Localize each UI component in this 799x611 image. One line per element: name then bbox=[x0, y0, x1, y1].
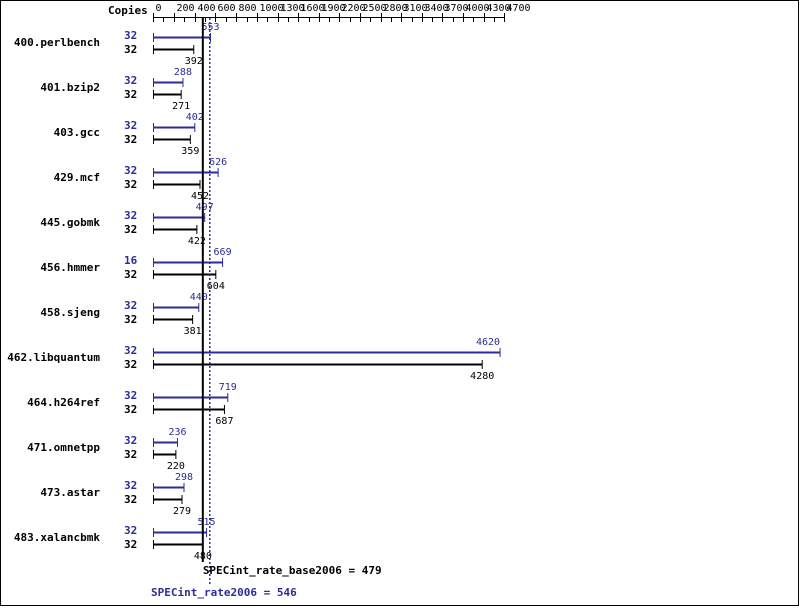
benchmark-name: 471.omnetpp bbox=[27, 441, 100, 454]
benchmark-name: 458.sjeng bbox=[40, 306, 100, 319]
base-value-label: 422 bbox=[188, 236, 206, 247]
peak-value-label: 515 bbox=[198, 517, 216, 528]
x-tick-label: 800 bbox=[239, 3, 257, 14]
base-value-label: 381 bbox=[184, 326, 202, 337]
peak-value-label: 669 bbox=[214, 247, 232, 258]
x-tick-label: 4000 bbox=[466, 3, 490, 14]
x-tick-label: 0 bbox=[156, 3, 162, 14]
base-value-label: 279 bbox=[173, 506, 191, 517]
x-tick-label: 3100 bbox=[404, 3, 428, 14]
base-value-label: 220 bbox=[167, 461, 185, 472]
base-copies: 32 bbox=[124, 358, 137, 371]
peak-value-label: 288 bbox=[174, 67, 192, 78]
peak-value-label: 497 bbox=[196, 202, 214, 213]
peak-copies: 32 bbox=[124, 209, 137, 222]
base-value-label: 452 bbox=[191, 191, 209, 202]
base-copies: 32 bbox=[124, 223, 137, 236]
peak-value-label: 626 bbox=[209, 157, 227, 168]
base-copies: 32 bbox=[124, 178, 137, 191]
x-tick-label: 1600 bbox=[301, 3, 325, 14]
base-value-label: 687 bbox=[215, 416, 233, 427]
peak-copies: 32 bbox=[124, 119, 137, 132]
benchmark-name: 445.gobmk bbox=[40, 216, 100, 229]
benchmark-row: 400.perlbench3232553392 bbox=[14, 22, 220, 67]
peak-copies: 32 bbox=[124, 299, 137, 312]
peak-copies: 32 bbox=[124, 74, 137, 87]
peak-copies: 32 bbox=[124, 344, 137, 357]
base-copies: 32 bbox=[124, 313, 137, 326]
x-tick-label: 1000 bbox=[260, 3, 284, 14]
base-value-label: 271 bbox=[172, 101, 190, 112]
benchmark-name: 400.perlbench bbox=[14, 36, 100, 49]
benchmark-name: 473.astar bbox=[40, 486, 100, 499]
peak-value-label: 4620 bbox=[476, 337, 500, 348]
peak-copies: 32 bbox=[124, 389, 137, 402]
x-tick-label: 2800 bbox=[384, 3, 408, 14]
peak-copies: 32 bbox=[124, 164, 137, 177]
benchmark-name: 464.h264ref bbox=[27, 396, 100, 409]
base-copies: 32 bbox=[124, 403, 137, 416]
peak-value-label: 440 bbox=[190, 292, 208, 303]
x-axis: 0 200 400 600 800 100013001600190022002500280… bbox=[153, 3, 531, 22]
peak-copies: 16 bbox=[124, 254, 138, 267]
x-tick-label: 2200 bbox=[342, 3, 366, 14]
x-tick-label: 3700 bbox=[445, 3, 469, 14]
x-tick-label: 600 bbox=[218, 3, 236, 14]
peak-value-label: 236 bbox=[169, 427, 187, 438]
base-value-label: 4280 bbox=[470, 371, 494, 382]
benchmark-name: 462.libquantum bbox=[7, 351, 100, 364]
x-tick-label: 1900 bbox=[322, 3, 346, 14]
benchmark-name: 456.hmmer bbox=[40, 261, 100, 274]
x-tick-label: 2500 bbox=[363, 3, 387, 14]
x-tick-label: 3400 bbox=[425, 3, 449, 14]
base-copies: 32 bbox=[124, 448, 137, 461]
peak-value-label: 402 bbox=[186, 112, 204, 123]
x-tick-label: 400 bbox=[198, 3, 216, 14]
base-copies: 32 bbox=[124, 268, 137, 281]
copies-header: Copies bbox=[108, 4, 148, 17]
summary-peak-label: SPECint_rate2006 = 546 bbox=[151, 586, 297, 599]
peak-value-label: 298 bbox=[175, 472, 193, 483]
base-value-label: 359 bbox=[181, 146, 199, 157]
reference-lines bbox=[201, 18, 211, 584]
peak-copies: 32 bbox=[124, 524, 137, 537]
peak-copies: 32 bbox=[124, 479, 137, 492]
benchmark-name: 483.xalancbmk bbox=[14, 531, 100, 544]
benchmark-name: 429.mcf bbox=[54, 171, 100, 184]
summary-base-label: SPECint_rate_base2006 = 479 bbox=[203, 564, 382, 577]
benchmark-name: 401.bzip2 bbox=[40, 81, 100, 94]
peak-value-label: 719 bbox=[219, 382, 237, 393]
x-tick-label: 1300 bbox=[281, 3, 305, 14]
base-copies: 32 bbox=[124, 43, 137, 56]
x-tick-label: 4300 bbox=[487, 3, 511, 14]
peak-copies: 32 bbox=[124, 434, 137, 447]
base-value-label: 392 bbox=[185, 56, 203, 67]
base-copies: 32 bbox=[124, 538, 137, 551]
bars-group: 400.perlbench3232553392401.bzip232322882… bbox=[7, 22, 501, 562]
x-tick-label: 200 bbox=[177, 3, 195, 14]
base-copies: 32 bbox=[124, 493, 137, 506]
benchmark-name: 403.gcc bbox=[54, 126, 100, 139]
x-tick-label: 4700 bbox=[507, 3, 531, 14]
base-value-label: 604 bbox=[207, 281, 225, 292]
base-copies: 32 bbox=[124, 88, 137, 101]
peak-copies: 32 bbox=[124, 29, 137, 42]
base-copies: 32 bbox=[124, 133, 137, 146]
